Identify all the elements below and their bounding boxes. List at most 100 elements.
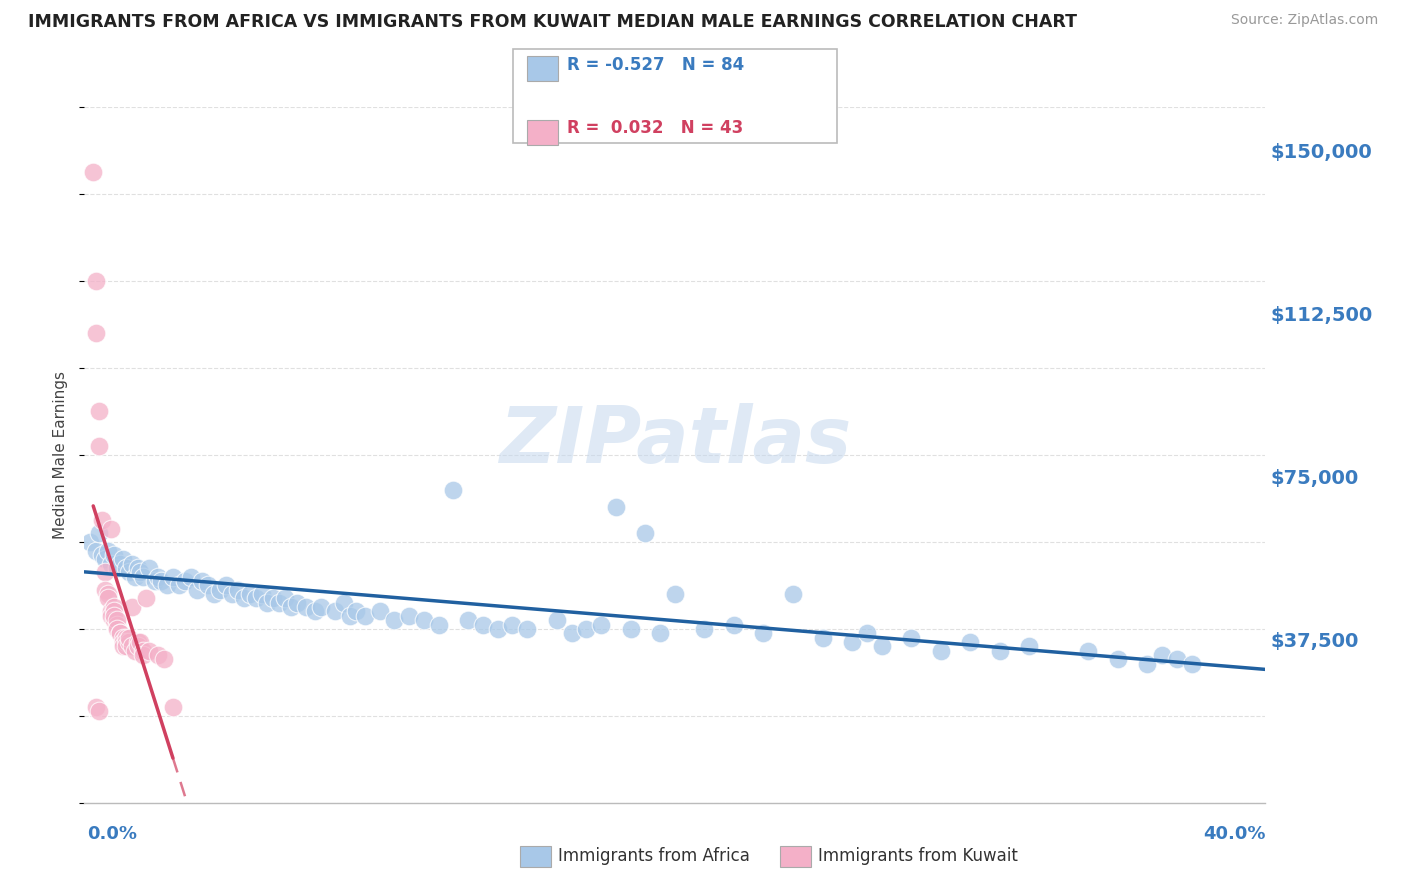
Point bbox=[84, 543, 107, 558]
Point bbox=[118, 566, 141, 580]
Point bbox=[546, 613, 568, 627]
Point bbox=[105, 617, 128, 632]
Point bbox=[138, 643, 160, 657]
Point bbox=[841, 635, 863, 649]
Point bbox=[309, 600, 332, 615]
Point bbox=[100, 557, 122, 571]
Point bbox=[173, 574, 195, 588]
Point bbox=[94, 582, 117, 597]
Point bbox=[262, 591, 284, 606]
Point bbox=[89, 526, 111, 541]
Point bbox=[344, 605, 367, 619]
Point bbox=[91, 513, 114, 527]
Point bbox=[782, 587, 804, 601]
Point bbox=[100, 605, 122, 619]
Point bbox=[501, 617, 523, 632]
Point bbox=[1107, 652, 1129, 666]
Text: Immigrants from Africa: Immigrants from Africa bbox=[558, 847, 749, 865]
Point bbox=[1150, 648, 1173, 662]
Point bbox=[150, 574, 173, 588]
Point bbox=[323, 605, 347, 619]
Point bbox=[186, 582, 208, 597]
Point bbox=[285, 596, 308, 610]
Point bbox=[148, 648, 170, 662]
Point bbox=[591, 617, 613, 632]
Point bbox=[575, 622, 598, 636]
Point bbox=[516, 622, 538, 636]
Point bbox=[855, 626, 877, 640]
Point bbox=[127, 561, 149, 575]
Point bbox=[441, 483, 464, 497]
Point bbox=[79, 535, 101, 549]
Point bbox=[118, 631, 141, 645]
Point bbox=[239, 587, 262, 601]
Point bbox=[811, 631, 834, 645]
Point bbox=[368, 605, 391, 619]
Point bbox=[1166, 652, 1188, 666]
Point bbox=[94, 552, 117, 566]
Point bbox=[634, 526, 657, 541]
Point bbox=[82, 165, 104, 179]
Point bbox=[486, 622, 509, 636]
Point bbox=[135, 591, 157, 606]
Point bbox=[256, 596, 278, 610]
Point bbox=[1077, 643, 1099, 657]
Point bbox=[100, 522, 122, 536]
Point bbox=[97, 587, 120, 601]
Point bbox=[295, 600, 318, 615]
Point bbox=[105, 561, 128, 575]
Point bbox=[111, 639, 134, 653]
Point bbox=[103, 600, 125, 615]
Point bbox=[114, 631, 136, 645]
Point bbox=[97, 591, 120, 606]
Text: IMMIGRANTS FROM AFRICA VS IMMIGRANTS FROM KUWAIT MEDIAN MALE EARNINGS CORRELATIO: IMMIGRANTS FROM AFRICA VS IMMIGRANTS FRO… bbox=[28, 13, 1077, 31]
Point bbox=[1136, 657, 1159, 671]
Point bbox=[97, 543, 120, 558]
Point bbox=[648, 626, 672, 640]
Y-axis label: Median Male Earnings: Median Male Earnings bbox=[53, 371, 69, 539]
Point bbox=[339, 608, 361, 623]
Point bbox=[472, 617, 495, 632]
Point bbox=[605, 500, 627, 514]
Point bbox=[209, 582, 232, 597]
Point bbox=[89, 439, 111, 453]
Point bbox=[114, 639, 136, 653]
Point bbox=[202, 587, 225, 601]
Point bbox=[560, 626, 583, 640]
Point bbox=[427, 617, 450, 632]
Point bbox=[89, 404, 111, 418]
Point bbox=[84, 700, 107, 714]
Point bbox=[274, 591, 297, 606]
Point bbox=[664, 587, 686, 601]
Point bbox=[124, 570, 146, 584]
Point bbox=[94, 566, 117, 580]
Point bbox=[333, 596, 356, 610]
Point bbox=[111, 635, 134, 649]
Text: R = -0.527   N = 84: R = -0.527 N = 84 bbox=[567, 56, 744, 74]
Point bbox=[118, 635, 141, 649]
Point bbox=[129, 566, 152, 580]
Point bbox=[354, 608, 377, 623]
Point bbox=[245, 591, 267, 606]
Point bbox=[180, 570, 202, 584]
Point bbox=[129, 635, 152, 649]
Point bbox=[197, 578, 219, 592]
Point bbox=[111, 631, 134, 645]
Text: R =  0.032   N = 43: R = 0.032 N = 43 bbox=[567, 120, 742, 137]
Point bbox=[148, 570, 170, 584]
Point bbox=[156, 578, 179, 592]
Point bbox=[103, 613, 125, 627]
Point bbox=[693, 622, 716, 636]
Point bbox=[100, 608, 122, 623]
Text: Immigrants from Kuwait: Immigrants from Kuwait bbox=[818, 847, 1018, 865]
Point bbox=[457, 613, 479, 627]
Point bbox=[127, 635, 149, 649]
Point bbox=[398, 608, 420, 623]
Point bbox=[132, 648, 155, 662]
Point bbox=[619, 622, 641, 636]
Point bbox=[103, 608, 125, 623]
Point bbox=[105, 613, 128, 627]
Point bbox=[304, 605, 326, 619]
Point bbox=[1018, 639, 1040, 653]
Text: 0.0%: 0.0% bbox=[87, 825, 138, 843]
